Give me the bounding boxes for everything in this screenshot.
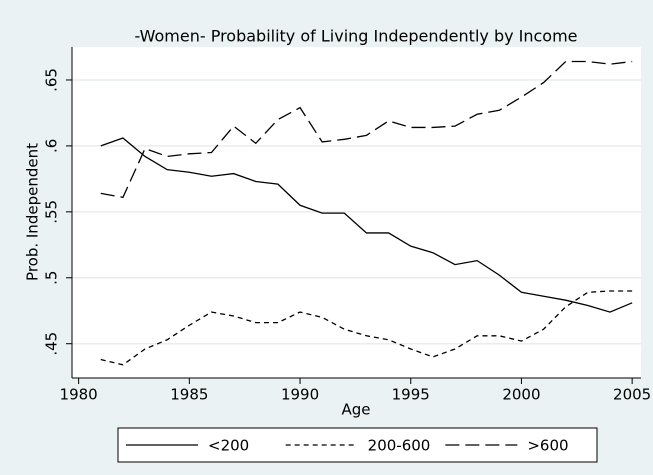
y-tick-label: .45 (43, 332, 61, 356)
line-series (100, 137, 633, 313)
legend-label: 200-600 (368, 437, 431, 455)
x-tick-label: 1985 (170, 386, 208, 404)
x-axis-label: Age (341, 401, 370, 419)
x-tick-label: 1995 (392, 386, 430, 404)
legend-label: >600 (527, 437, 568, 455)
y-tick-label: .65 (43, 68, 61, 92)
y-tick-label: .6 (43, 139, 61, 153)
x-tick-label: 2000 (502, 386, 540, 404)
y-tick-label: .5 (43, 271, 61, 285)
x-tick-label: 1980 (60, 386, 98, 404)
line-series (100, 60, 633, 199)
chart-title: -Women- Probability of Living Independen… (134, 27, 577, 46)
legend-label: <200 (208, 437, 249, 455)
x-tick-label: 2005 (613, 386, 651, 404)
y-axis-label: Prob. Independent (24, 143, 42, 281)
x-tick-label: 1990 (281, 386, 319, 404)
line-series (100, 290, 633, 366)
y-tick-label: .55 (43, 200, 61, 224)
